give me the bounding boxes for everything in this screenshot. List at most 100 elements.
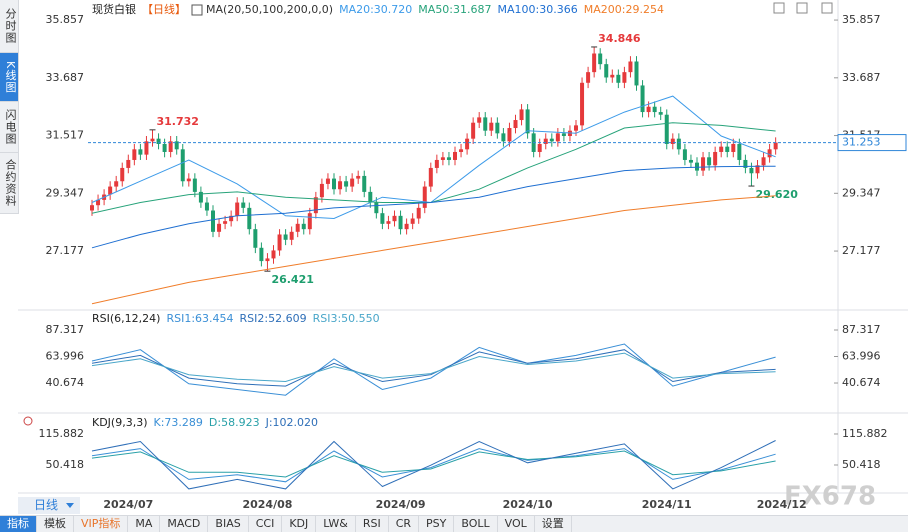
candle-body bbox=[670, 138, 675, 144]
candle-body bbox=[132, 149, 137, 160]
candle-body bbox=[761, 157, 766, 166]
y-tick-label: 40.674 bbox=[46, 376, 85, 389]
candle-body bbox=[211, 210, 215, 232]
y-tick-label: 27.177 bbox=[46, 244, 85, 257]
x-tick-label: 2024/12 bbox=[757, 498, 807, 511]
candle-body bbox=[416, 207, 421, 219]
dropdown-arrow bbox=[66, 503, 74, 508]
candle-body bbox=[489, 122, 494, 131]
indicator-line bbox=[91, 448, 776, 483]
y-tick-label: 63.996 bbox=[842, 350, 881, 363]
toolbar-item[interactable]: MACD bbox=[160, 516, 209, 532]
legend-entry: D:58.923 bbox=[209, 416, 260, 429]
candle-body bbox=[350, 178, 355, 187]
y-tick-label: 50.418 bbox=[46, 458, 85, 471]
icon[interactable] bbox=[821, 2, 833, 14]
toolbar-item[interactable]: CR bbox=[389, 516, 420, 532]
toolbar-item[interactable]: 指标 bbox=[0, 516, 37, 532]
indicator-line bbox=[91, 450, 776, 478]
candle-body bbox=[271, 250, 276, 259]
candle-body bbox=[483, 117, 488, 131]
toolbar-item[interactable]: MA bbox=[128, 516, 161, 532]
settings-icon[interactable] bbox=[23, 416, 33, 426]
candle-body bbox=[604, 64, 609, 78]
legend-entry: RSI3:50.550 bbox=[313, 312, 380, 325]
candle-body bbox=[640, 85, 645, 113]
side-tabs: 分时图 K线图 闪电图 合约资料 bbox=[0, 0, 19, 214]
candle-body bbox=[301, 223, 306, 230]
candle-body bbox=[144, 141, 149, 155]
toolbar-item[interactable]: 设置 bbox=[535, 516, 572, 532]
icon[interactable] bbox=[773, 2, 785, 14]
candle-body bbox=[428, 167, 433, 187]
y-tick-label: 35.857 bbox=[46, 13, 85, 26]
candle-body bbox=[446, 157, 451, 160]
indicator-line bbox=[91, 349, 776, 387]
candle-body bbox=[289, 231, 294, 240]
y-tick-label: 33.687 bbox=[46, 71, 85, 84]
toolbar-item[interactable]: PSY bbox=[419, 516, 455, 532]
candle-body bbox=[537, 143, 542, 152]
toolbar-item[interactable]: 模板 bbox=[37, 516, 74, 532]
candle-body bbox=[737, 143, 742, 160]
candle-body bbox=[229, 215, 234, 222]
y-tick-label: 27.177 bbox=[842, 244, 881, 257]
candle-body bbox=[156, 138, 161, 144]
legend-entry: MA50:31.687 bbox=[418, 3, 491, 16]
candle-body bbox=[652, 106, 657, 113]
candle-body bbox=[616, 74, 621, 83]
y-tick-label: 50.418 bbox=[842, 458, 881, 471]
candle-body bbox=[283, 234, 288, 240]
legend-entry: MA200:29.254 bbox=[584, 3, 664, 16]
annotation: 31.732 bbox=[157, 115, 199, 128]
candle-body bbox=[126, 159, 131, 168]
toolbar-item[interactable]: KDJ bbox=[282, 516, 317, 532]
candle-body bbox=[150, 138, 155, 142]
y-tick-label: 115.882 bbox=[39, 427, 85, 440]
toolbar-item[interactable]: VIP指标 bbox=[74, 516, 129, 532]
candle-body bbox=[356, 175, 361, 179]
legend-indicator: MA(20,50,100,200,0,0) bbox=[206, 3, 333, 16]
candle-body bbox=[362, 175, 367, 192]
current-price-box bbox=[837, 134, 907, 152]
toolbar-item[interactable]: LW& bbox=[316, 516, 356, 532]
toolbar-item[interactable]: BOLL bbox=[454, 516, 498, 532]
legend-entry: J:102.020 bbox=[265, 416, 318, 429]
candle-body bbox=[386, 221, 391, 224]
period-select[interactable]: 日线 bbox=[18, 497, 80, 514]
indicator-line bbox=[91, 440, 776, 490]
toolbar-item[interactable]: BIAS bbox=[208, 516, 249, 532]
candle-body bbox=[338, 181, 343, 190]
y-tick-label: 29.347 bbox=[842, 186, 881, 199]
candle-body bbox=[90, 205, 94, 211]
candle-body bbox=[731, 143, 736, 152]
x-tick-label: 2024/10 bbox=[503, 498, 553, 511]
candle-body bbox=[767, 149, 772, 158]
candle-body bbox=[120, 167, 125, 182]
side-tab[interactable]: K线图 bbox=[0, 53, 18, 102]
side-tab[interactable]: 分时图 bbox=[0, 0, 18, 53]
candle-body bbox=[223, 221, 228, 224]
icon[interactable] bbox=[796, 2, 808, 14]
candle-body bbox=[259, 247, 264, 262]
toolbar-item[interactable]: RSI bbox=[356, 516, 389, 532]
candle-body bbox=[725, 146, 730, 152]
candle-body bbox=[580, 82, 585, 126]
candle-body bbox=[634, 61, 639, 86]
candle-body bbox=[707, 157, 712, 166]
candle-body bbox=[453, 151, 457, 160]
candle-body bbox=[392, 215, 397, 222]
toolbar-item[interactable]: VOL bbox=[498, 516, 535, 532]
toolbar-item[interactable]: CCI bbox=[249, 516, 283, 532]
candle-body bbox=[676, 138, 681, 150]
candle-body bbox=[422, 186, 427, 208]
ma-icon bbox=[191, 4, 203, 16]
candle-body bbox=[192, 178, 197, 192]
candle-body bbox=[265, 258, 270, 262]
side-tab[interactable]: 合约资料 bbox=[0, 153, 18, 214]
y-tick-label: 115.882 bbox=[842, 427, 888, 440]
side-tab[interactable]: 闪电图 bbox=[0, 102, 18, 153]
current-price-label: 31.253 bbox=[842, 136, 881, 149]
toolbar: 指标 模板 VIP指标 MA MACD BIAS CCI KDJ LW& RSI… bbox=[0, 515, 908, 532]
x-tick-label: 2024/09 bbox=[376, 498, 426, 511]
